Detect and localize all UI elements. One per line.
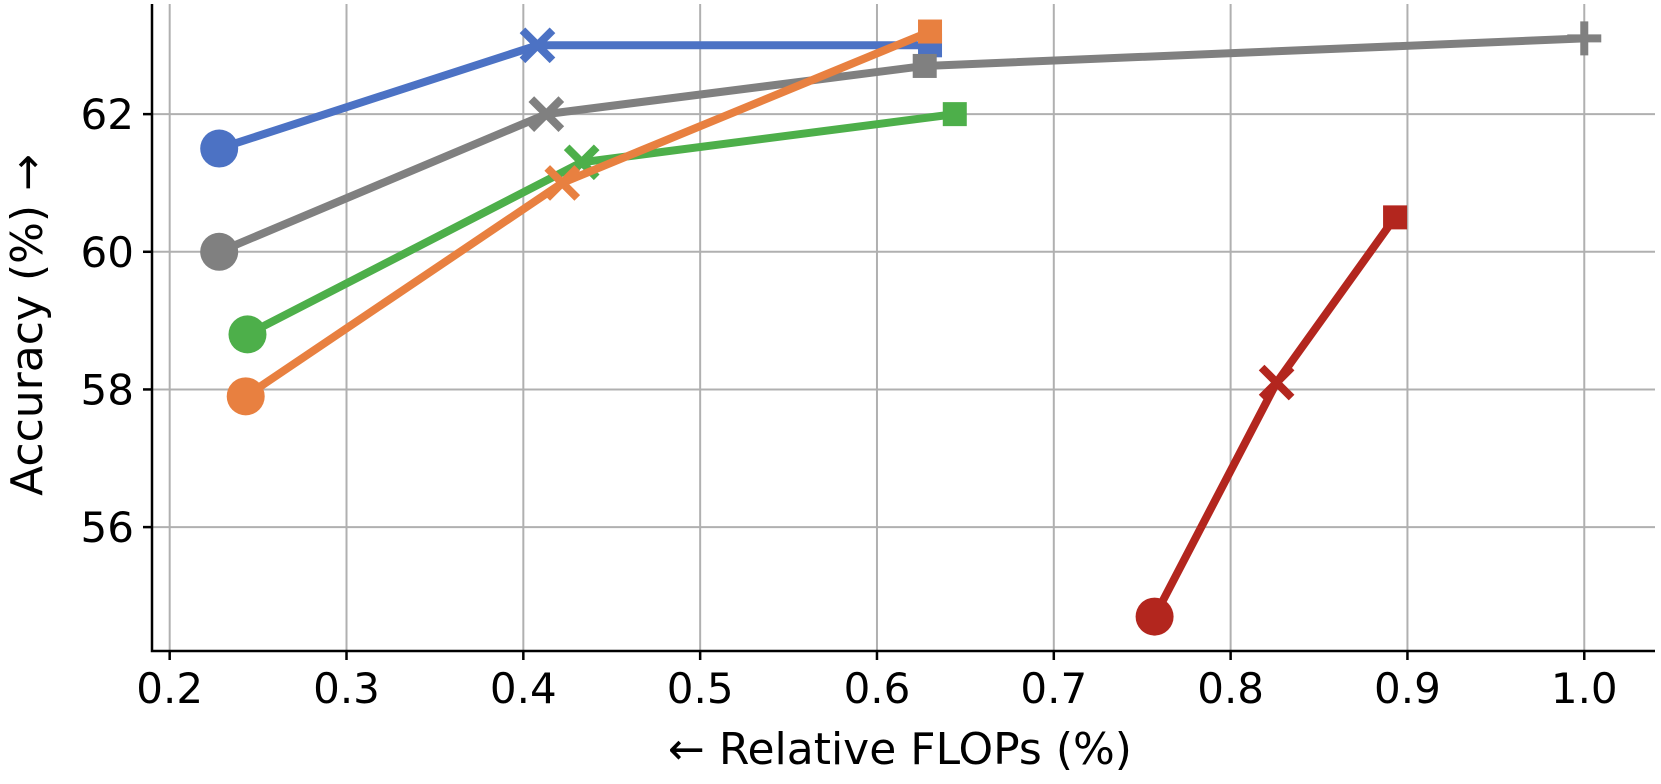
series-orange	[226, 19, 943, 416]
series-green	[228, 102, 967, 354]
x-tick-label: 0.2	[136, 664, 203, 713]
point-red-square	[1383, 205, 1408, 230]
y-tick-label: 56	[81, 503, 134, 552]
x-tick-label: 0.9	[1374, 664, 1441, 713]
point-orange-square	[918, 19, 943, 44]
point-green-circle	[228, 315, 267, 354]
series-group	[200, 19, 1602, 636]
point-blue-x	[519, 27, 556, 64]
x-tick-label: 0.6	[844, 664, 911, 713]
point-red-x	[1258, 364, 1295, 401]
point-gray-plus	[1567, 21, 1602, 56]
x-tick-label: 0.3	[313, 664, 380, 713]
x-tick-label: 0.4	[490, 664, 557, 713]
point-red-circle	[1135, 597, 1174, 636]
x-tick-label: 0.7	[1020, 664, 1087, 713]
point-orange-x	[544, 165, 581, 201]
axes: 0.2 0.3 0.4 0.5 0.6 0.7 0.8 0.9 1.0 56 58 60 62	[81, 4, 1655, 713]
y-axis-label: Accuracy (%) →	[2, 154, 53, 496]
series-gray	[200, 21, 1602, 271]
series-line-red	[1150, 213, 1400, 621]
axis-spines	[150, 4, 1655, 653]
series-red	[1135, 205, 1408, 636]
x-tick-label: 1.0	[1551, 664, 1618, 713]
series-line-green	[243, 110, 959, 339]
point-gray-circle	[200, 232, 239, 271]
y-tick-label: 60	[81, 228, 134, 277]
point-gray-x	[528, 96, 565, 132]
point-green-square	[942, 102, 967, 127]
y-tick-label: 58	[81, 365, 134, 414]
series-line-gray	[215, 34, 1589, 256]
point-orange-circle	[226, 377, 265, 416]
point-gray-square	[912, 53, 937, 78]
point-blue-circle	[200, 129, 239, 168]
x-tick-label: 0.5	[667, 664, 734, 713]
series-line-orange	[241, 27, 935, 401]
series-blue	[200, 27, 943, 168]
x-tick-label: 0.8	[1197, 664, 1264, 713]
y-tick-label: 62	[81, 90, 134, 139]
x-axis-label: ← Relative FLOPs (%)	[668, 724, 1132, 775]
